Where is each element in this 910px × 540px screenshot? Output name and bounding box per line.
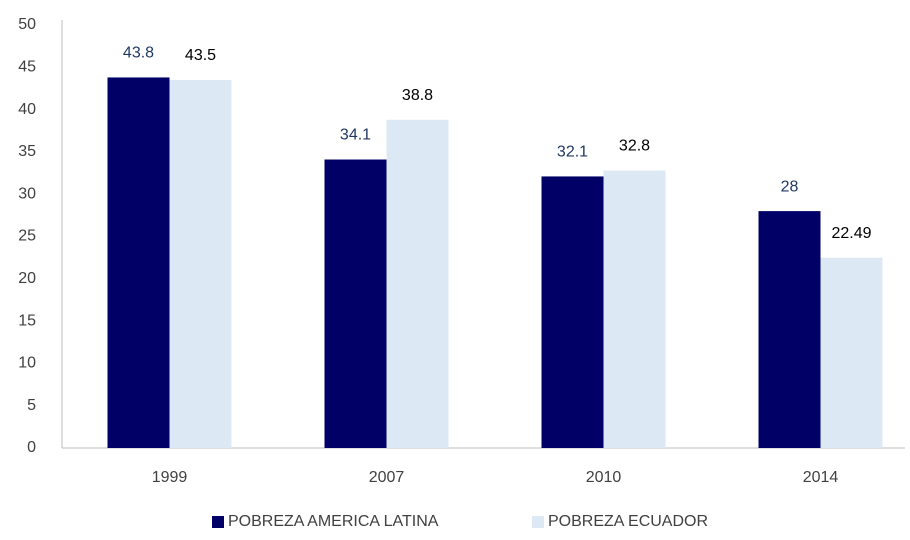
x-tick-label: 2014	[803, 469, 839, 486]
y-tick-label: 25	[18, 228, 36, 245]
data-label: 43.5	[185, 47, 216, 64]
bar	[541, 176, 604, 448]
x-tick-label: 2010	[586, 469, 622, 486]
data-label: 28	[781, 178, 799, 195]
data-label: 34.1	[340, 127, 371, 144]
x-tick-label: 2007	[369, 469, 405, 486]
y-tick-label: 50	[18, 16, 36, 33]
data-label: 38.8	[402, 87, 433, 104]
legend-swatch	[212, 516, 224, 528]
y-tick-label: 35	[18, 143, 36, 160]
y-tick-label: 0	[27, 439, 36, 456]
y-tick-label: 10	[18, 355, 36, 372]
legend-swatch	[532, 516, 544, 528]
y-tick-label: 5	[27, 397, 36, 414]
bar	[758, 211, 821, 448]
bar	[107, 77, 170, 449]
y-tick-label: 15	[18, 312, 36, 329]
bar	[603, 170, 666, 448]
bar	[386, 119, 449, 448]
x-tick-label: 1999	[152, 469, 188, 486]
y-tick-label: 45	[18, 59, 36, 76]
data-label: 43.8	[123, 45, 154, 62]
data-label: 22.49	[831, 225, 871, 242]
legend-label: POBREZA AMERICA LATINA	[228, 513, 439, 530]
legend-label: POBREZA ECUADOR	[548, 513, 708, 530]
bar	[324, 159, 387, 449]
data-label: 32.8	[619, 138, 650, 155]
y-tick-label: 40	[18, 101, 36, 118]
bar	[169, 79, 232, 449]
y-tick-label: 20	[18, 270, 36, 287]
data-label: 32.1	[557, 144, 588, 161]
bar	[820, 257, 883, 448]
y-tick-label: 30	[18, 185, 36, 202]
